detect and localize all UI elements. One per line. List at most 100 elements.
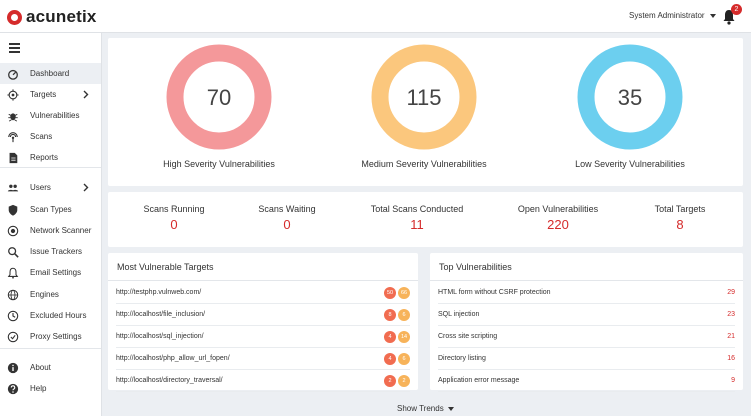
- sidebar-item-email-settings[interactable]: Email Settings: [0, 262, 101, 283]
- globe-icon: [6, 288, 20, 302]
- clock-icon: [6, 309, 20, 323]
- help-icon: [6, 382, 20, 396]
- severity-label: Low Severity Vulnerabilities: [575, 159, 685, 169]
- sidebar-item-label: Reports: [30, 153, 59, 162]
- target-row[interactable]: http://localhost/php_allow_url_fopen/4 6: [116, 348, 410, 370]
- sidebar-item-label: Issue Trackers: [30, 247, 83, 256]
- vulnerability-name: HTML form without CSRF protection: [438, 289, 551, 296]
- sidebar-item-engines[interactable]: Engines: [0, 284, 101, 305]
- sidebar-item-targets[interactable]: Targets: [0, 84, 101, 105]
- menu-toggle-icon[interactable]: [9, 43, 20, 55]
- stat-total-scans-conducted[interactable]: Total Scans Conducted 11: [357, 204, 477, 232]
- sidebar-item-about[interactable]: About: [0, 357, 101, 378]
- logo[interactable]: acunetix: [7, 7, 97, 27]
- medium-count-badge: 6: [398, 352, 410, 365]
- logo-text: acunetix: [26, 7, 97, 26]
- logo-icon: [7, 9, 22, 25]
- sidebar-item-help[interactable]: Help: [0, 378, 101, 399]
- donut-arc: [371, 44, 477, 150]
- chevron-down-icon: [709, 13, 716, 18]
- vulnerability-count: 29: [727, 289, 735, 296]
- severity-donut-0[interactable]: 70 High Severity Vulnerabilities: [149, 43, 289, 169]
- sidebar: Dashboard Targets Vulnerabilities Scans Repo…: [0, 33, 102, 416]
- sidebar-item-label: Vulnerabilities: [30, 111, 80, 120]
- target-row[interactable]: http://localhost/file_inclusion/8 6: [116, 304, 410, 326]
- network-icon: [6, 224, 20, 238]
- severity-count: 70: [207, 85, 231, 110]
- show-trends-button[interactable]: Show Trends: [397, 404, 454, 413]
- stat-scans-waiting[interactable]: Scans Waiting 0: [227, 204, 347, 232]
- vulnerability-count: 16: [727, 355, 735, 362]
- stat-scans-running[interactable]: Scans Running 0: [114, 204, 234, 232]
- info-icon: [6, 361, 20, 375]
- medium-count-badge: 2: [398, 374, 410, 387]
- sidebar-item-issue-trackers[interactable]: Issue Trackers: [0, 241, 101, 262]
- high-count-badge: 4: [384, 330, 396, 343]
- stat-open-vulnerabilities[interactable]: Open Vulnerabilities 220: [498, 204, 618, 232]
- high-count-badge: 2: [384, 374, 396, 387]
- vulnerability-row[interactable]: Cross site scripting 21: [438, 326, 735, 348]
- donut-ring: 115: [371, 44, 477, 150]
- stats-card: Scans Running 0 Scans Waiting 0 Total Scans …: [108, 192, 743, 247]
- severity-donut-1[interactable]: 115 Medium Severity Vulnerabilities: [354, 43, 494, 169]
- high-count-badge: 8: [384, 308, 396, 321]
- vulnerability-row[interactable]: Directory listing 16: [438, 348, 735, 370]
- user-name: System Administrator: [629, 11, 705, 20]
- bug-icon: [6, 109, 20, 123]
- sidebar-item-scan-types[interactable]: Scan Types: [0, 199, 101, 220]
- stat-label: Total Scans Conducted: [370, 204, 464, 214]
- notification-badge: 2: [731, 4, 742, 15]
- sidebar-divider: [0, 348, 101, 349]
- target-url: http://localhost/php_allow_url_fopen/: [116, 355, 230, 362]
- proxy-icon: [6, 330, 20, 344]
- sidebar-item-dashboard[interactable]: Dashboard: [0, 63, 101, 84]
- sidebar-item-vulnerabilities[interactable]: Vulnerabilities: [0, 105, 101, 126]
- users-icon: [6, 181, 20, 195]
- stat-label: Scans Running: [143, 204, 205, 214]
- target-row[interactable]: http://localhost/directory_traversal/2 2: [116, 370, 410, 392]
- target-row[interactable]: http://localhost/sql_injection/4 14: [116, 326, 410, 348]
- vulnerability-row[interactable]: SQL injection 23: [438, 304, 735, 326]
- top-bar: acunetix System Administrator 2: [0, 0, 751, 33]
- donut-ring: 70: [166, 44, 272, 150]
- target-icon: [6, 88, 20, 102]
- chevron-down-icon: [447, 406, 454, 411]
- sidebar-item-label: Network Scanner: [30, 226, 92, 235]
- high-count-badge: 4: [384, 352, 396, 365]
- target-url: http://localhost/file_inclusion/: [116, 311, 206, 318]
- sidebar-item-network-scanner[interactable]: Network Scanner: [0, 220, 101, 241]
- vulnerability-count: 9: [731, 377, 735, 384]
- medium-count-badge: 14: [398, 330, 410, 343]
- severity-donut-2[interactable]: 35 Low Severity Vulnerabilities: [560, 43, 700, 169]
- stat-total-targets[interactable]: Total Targets 8: [620, 204, 740, 232]
- vulnerability-count: 23: [727, 311, 735, 318]
- sidebar-item-proxy-settings[interactable]: Proxy Settings: [0, 326, 101, 347]
- sidebar-item-label: Email Settings: [30, 268, 82, 277]
- sidebar-item-label: Targets: [30, 90, 57, 99]
- sidebar-item-label: About: [30, 363, 51, 372]
- sidebar-item-users[interactable]: Users: [0, 177, 101, 198]
- sidebar-item-excluded-hours[interactable]: Excluded Hours: [0, 305, 101, 326]
- target-url: http://localhost/sql_injection/: [116, 333, 204, 340]
- vulnerability-row[interactable]: Application error message 9: [438, 370, 735, 392]
- sidebar-item-scans[interactable]: Scans: [0, 126, 101, 147]
- vulnerability-name: Application error message: [438, 377, 520, 384]
- sidebar-item-label: Scan Types: [30, 205, 72, 214]
- sidebar-item-label: Proxy Settings: [30, 332, 82, 341]
- severity-card: 70 High Severity Vulnerabilities 115 Medium…: [108, 38, 743, 186]
- sidebar-item-label: Excluded Hours: [30, 311, 87, 320]
- user-menu[interactable]: System Administrator: [629, 11, 716, 20]
- show-trends-label: Show Trends: [397, 404, 444, 413]
- sidebar-item-label: Help: [30, 384, 47, 393]
- sidebar-item-reports[interactable]: Reports: [0, 147, 101, 168]
- vulnerability-name: Directory listing: [438, 355, 486, 362]
- sidebar-item-label: Engines: [30, 290, 59, 299]
- chevron-right-icon: [83, 183, 89, 194]
- sidebar-item-label: Scans: [30, 132, 53, 141]
- bell-icon: [6, 266, 20, 280]
- target-row[interactable]: http://testphp.vulnweb.com/50 66: [116, 282, 410, 304]
- vulnerability-row[interactable]: HTML form without CSRF protection 29: [438, 282, 735, 304]
- top-vulnerabilities-card: Top Vulnerabilities HTML form without CS…: [430, 253, 743, 392]
- donut-arc: [166, 44, 272, 150]
- severity-count: 115: [406, 85, 441, 110]
